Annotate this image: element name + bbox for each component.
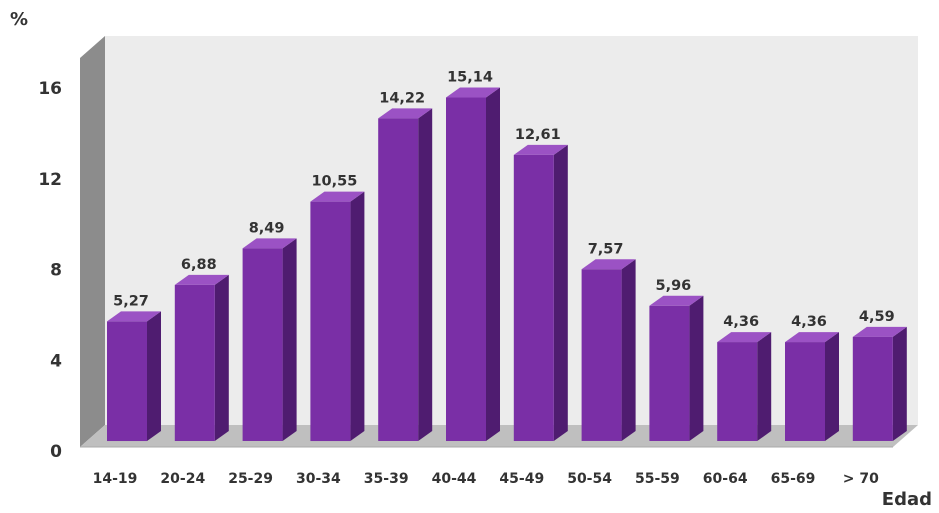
x-tick-label: 55-59 [635,471,680,487]
bar [310,201,351,442]
bar [174,284,215,442]
bar [242,248,283,441]
bar-side [825,332,839,441]
data-label: 4,36 [723,314,759,330]
bar-side [486,87,500,441]
bar-side [892,326,907,441]
bar [107,321,147,442]
bar-top [174,274,229,285]
x-tick-label: 50-54 [567,471,612,487]
bar-top [649,295,704,306]
bar-side [621,259,636,441]
data-label: 12,61 [515,127,561,143]
y-axis-label: % [10,9,28,30]
bar-top [513,144,568,155]
data-label: 15,14 [447,70,493,86]
bar-top [717,332,772,343]
bar-top [242,238,297,249]
y-tick-label: 12 [38,170,62,190]
bar [581,269,622,441]
x-tick-label: 14-19 [93,471,138,487]
back-wall [105,36,918,425]
bar-top [107,311,161,322]
bar [378,118,419,441]
x-tick-label: 45-49 [499,471,544,487]
y-tick-label: 0 [50,442,62,462]
bar-top [852,326,907,337]
data-label: 5,27 [113,293,149,309]
bars [107,87,907,442]
bar-side [282,238,297,441]
bar-top [581,259,636,270]
bar-side [418,108,433,441]
bar-top [310,191,365,202]
data-label: 6,88 [181,257,217,273]
bar [446,97,486,442]
y-axis-ticks: 0 4 8 12 16 [38,79,62,462]
bar-side [350,191,365,441]
bar [649,305,690,441]
x-axis-label: Edad [882,489,932,510]
x-tick-label: 65-69 [771,471,816,487]
data-label: 4,36 [791,314,827,330]
y-tick-label: 8 [50,261,62,281]
bar [852,336,893,441]
x-tick-label: 40-44 [432,471,477,487]
x-tick-label: 30-34 [296,471,341,487]
bar-side [214,274,229,441]
x-tick-label: > 70 [843,471,879,487]
y-tick-label: 16 [38,79,62,99]
bar-top [446,87,500,98]
y-tick-label: 4 [50,351,62,371]
x-tick-label: 60-64 [703,471,748,487]
bar-top [785,332,839,343]
x-axis-ticks: 14-19 20-24 25-29 30-34 35-39 40-44 45-49 50-54… [93,471,879,487]
data-label: 7,57 [588,241,624,257]
bar-side [689,295,704,441]
bar [785,342,825,441]
bar-side [553,144,568,441]
data-label: 14,22 [379,90,425,106]
bar-top [378,108,433,119]
x-tick-label: 35-39 [364,471,409,487]
x-tick-label: 25-29 [228,471,273,487]
data-label: 8,49 [249,220,285,236]
bar-side [757,332,772,441]
bar [513,154,554,442]
data-labels: 5,27 6,88 8,49 10,55 14,22 15,14 12,61 7,57 5,96… [113,70,895,331]
bar [717,342,758,441]
x-tick-label: 20-24 [160,471,205,487]
bar-side [147,311,161,441]
data-label: 4,59 [859,309,895,325]
data-label: 5,96 [656,278,692,294]
data-label: 10,55 [311,174,357,190]
side-wall [80,36,105,447]
